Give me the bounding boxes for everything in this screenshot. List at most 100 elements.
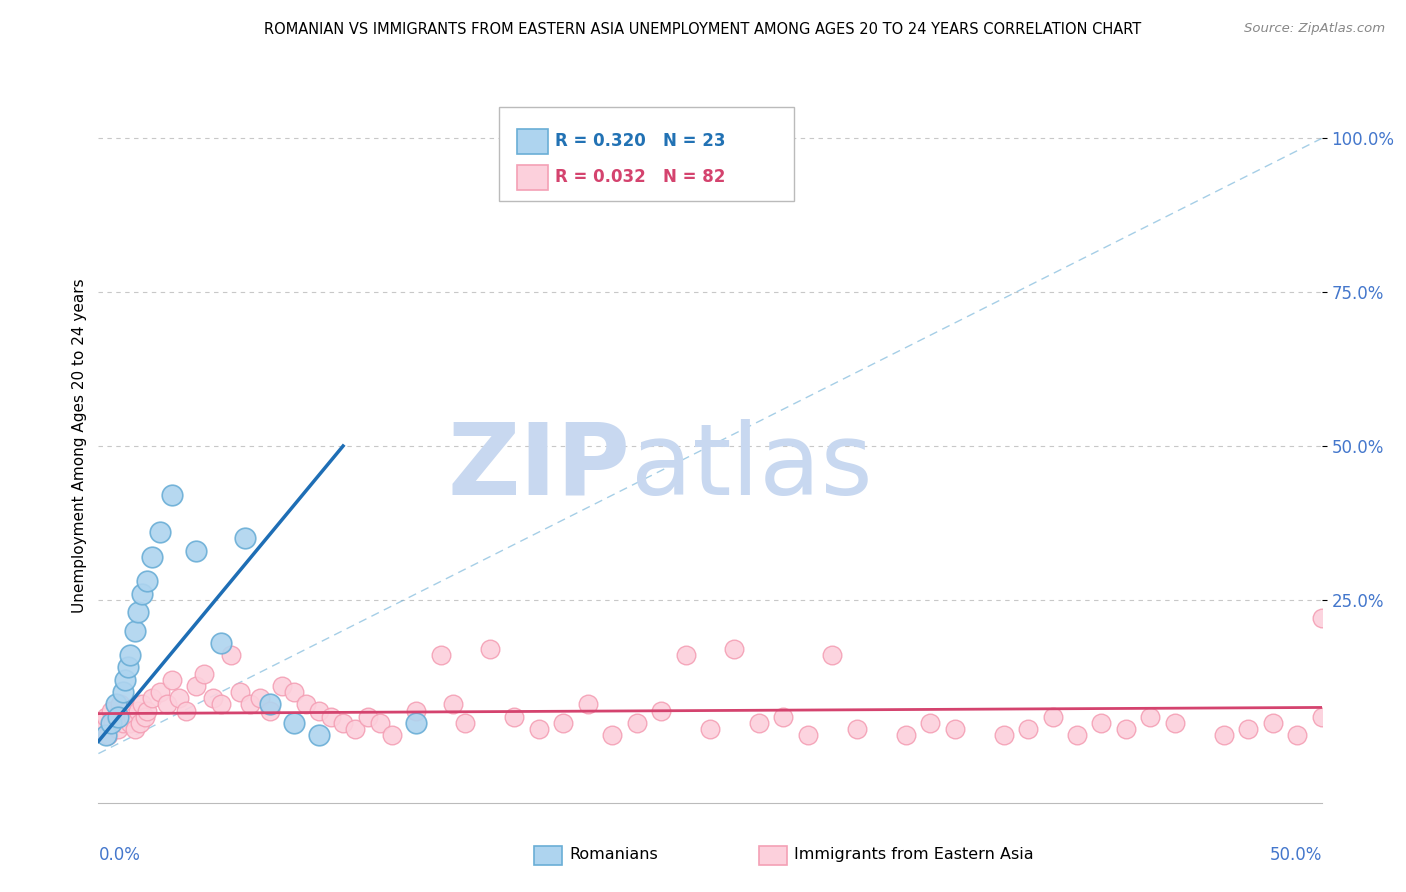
Text: Romanians: Romanians: [569, 847, 658, 862]
Point: [356, 709, 378, 723]
Point: [894, 728, 917, 742]
Point: [576, 698, 599, 712]
Point: [141, 691, 163, 706]
Point: [100, 715, 122, 730]
Point: [748, 715, 770, 730]
Text: Source: ZipAtlas.com: Source: ZipAtlas.com: [1244, 22, 1385, 36]
Point: [308, 728, 330, 742]
Point: [193, 666, 215, 681]
Point: [441, 698, 464, 712]
Text: atlas: atlas: [630, 419, 872, 516]
Point: [90, 715, 112, 730]
Text: Immigrants from Eastern Asia: Immigrants from Eastern Asia: [794, 847, 1033, 862]
Point: [1042, 709, 1064, 723]
Point: [120, 648, 142, 662]
Point: [943, 722, 966, 736]
Point: [136, 574, 159, 589]
Point: [124, 624, 146, 638]
Text: ROMANIAN VS IMMIGRANTS FROM EASTERN ASIA UNEMPLOYMENT AMONG AGES 20 TO 24 YEARS : ROMANIAN VS IMMIGRANTS FROM EASTERN ASIA…: [264, 22, 1142, 37]
Point: [249, 691, 271, 706]
Point: [553, 715, 575, 730]
Point: [1212, 728, 1234, 742]
Point: [1139, 709, 1161, 723]
Point: [1066, 728, 1088, 742]
Point: [91, 722, 114, 736]
Point: [368, 715, 391, 730]
Point: [136, 704, 159, 718]
Point: [1237, 722, 1260, 736]
Point: [503, 709, 526, 723]
Text: ZIP: ZIP: [447, 419, 630, 516]
Point: [129, 715, 152, 730]
Point: [527, 144, 550, 158]
Point: [233, 531, 256, 545]
Point: [821, 648, 844, 662]
Point: [229, 685, 252, 699]
Point: [381, 728, 404, 742]
Point: [160, 673, 183, 687]
Point: [430, 648, 453, 662]
Point: [259, 698, 281, 712]
Point: [100, 704, 122, 718]
Text: R = 0.032   N = 82: R = 0.032 N = 82: [555, 168, 725, 186]
Point: [1261, 715, 1284, 730]
Point: [1115, 722, 1137, 736]
Point: [219, 648, 242, 662]
Point: [202, 691, 225, 706]
Point: [1164, 715, 1187, 730]
Point: [405, 704, 427, 718]
Point: [141, 549, 163, 564]
Point: [797, 728, 820, 742]
Point: [134, 709, 156, 723]
Point: [160, 488, 183, 502]
Point: [209, 698, 232, 712]
Point: [117, 704, 139, 718]
Point: [186, 679, 208, 693]
Point: [270, 679, 294, 693]
Point: [295, 698, 318, 712]
Point: [1310, 611, 1333, 625]
Point: [283, 685, 305, 699]
Point: [209, 636, 232, 650]
Point: [97, 728, 120, 742]
Point: [107, 709, 129, 723]
Point: [845, 722, 868, 736]
Point: [454, 715, 477, 730]
Point: [127, 704, 149, 718]
Point: [121, 709, 143, 723]
Y-axis label: Unemployment Among Ages 20 to 24 years: Unemployment Among Ages 20 to 24 years: [72, 278, 87, 614]
Point: [1017, 722, 1039, 736]
Point: [127, 605, 149, 619]
Point: [131, 587, 153, 601]
Point: [114, 673, 136, 687]
Point: [626, 715, 648, 730]
Point: [149, 685, 172, 699]
Point: [675, 648, 697, 662]
Point: [344, 722, 367, 736]
Point: [149, 525, 172, 540]
Text: R = 0.320   N = 23: R = 0.320 N = 23: [555, 132, 725, 150]
Point: [650, 704, 672, 718]
Point: [101, 715, 124, 730]
Point: [124, 722, 146, 736]
Point: [319, 709, 342, 723]
Point: [186, 543, 208, 558]
Point: [600, 728, 623, 742]
Point: [111, 685, 134, 699]
Point: [723, 642, 745, 657]
Point: [527, 722, 550, 736]
Point: [167, 691, 190, 706]
Point: [993, 728, 1015, 742]
Point: [283, 715, 305, 730]
Point: [107, 722, 129, 736]
Point: [1090, 715, 1112, 730]
Point: [120, 715, 142, 730]
Point: [405, 715, 427, 730]
Point: [114, 709, 136, 723]
Point: [478, 642, 501, 657]
Point: [332, 715, 354, 730]
Text: 50.0%: 50.0%: [1270, 846, 1322, 863]
Point: [1310, 709, 1333, 723]
Point: [131, 698, 153, 712]
Point: [117, 660, 139, 674]
